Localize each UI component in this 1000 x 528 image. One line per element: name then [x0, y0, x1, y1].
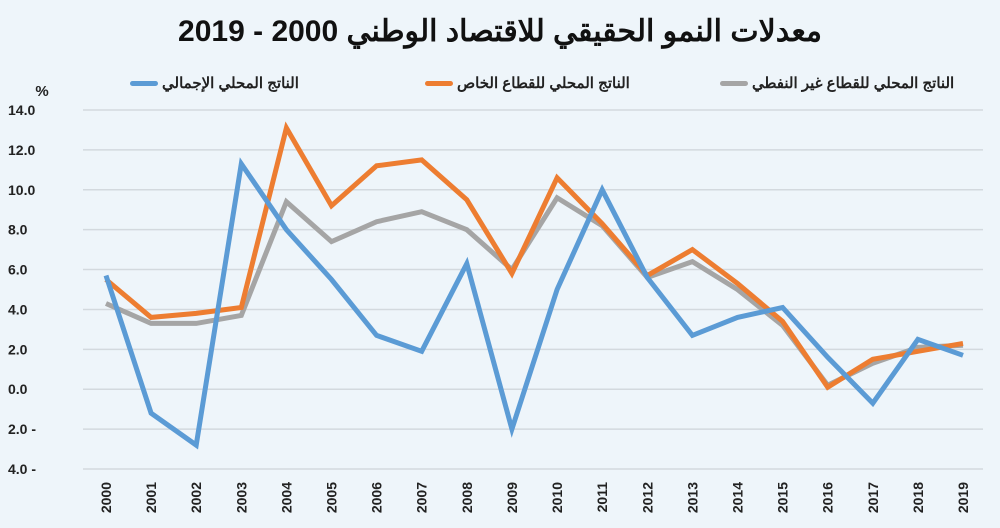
legend-swatch — [720, 80, 748, 86]
y-tick-label: 6.0 — [8, 262, 28, 278]
x-tick-label: 2001 — [143, 482, 159, 513]
x-tick-label: 2006 — [369, 482, 385, 513]
y-tick-label: 0.0 — [8, 381, 28, 397]
series-line-1 — [104, 121, 964, 391]
x-tick-label: 2007 — [414, 482, 430, 513]
chart-title: معدلات النمو الحقيقي للاقتصاد الوطني 200… — [178, 15, 822, 48]
x-tick-label: 2009 — [504, 482, 520, 513]
y-tick-label: 2.0 — [8, 341, 28, 357]
y-tick-label: 12.0 — [8, 142, 35, 158]
x-tick-label: 2011 — [594, 482, 610, 513]
legend-label: الناتج المحلي الإجمالي — [162, 75, 299, 92]
x-tick-label: 2017 — [865, 482, 881, 513]
x-tick-label: 2008 — [459, 482, 475, 513]
legend-swatch — [425, 80, 453, 86]
y-tick-label: 2.0 - — [8, 421, 36, 437]
y-tick-label: 8.0 — [8, 222, 28, 238]
x-tick-label: 2012 — [639, 482, 655, 513]
x-tick-label: 2015 — [775, 482, 791, 513]
x-tick-label: 2003 — [233, 482, 249, 513]
legend-label: الناتج المحلي للقطاع غير النفطي — [752, 75, 955, 92]
y-tick-label: 4.0 - — [8, 461, 36, 477]
x-tick-label: 2019 — [955, 482, 971, 513]
x-tick-label: 2018 — [910, 482, 926, 513]
legend-item-private: الناتج المحلي للقطاع الخاص — [425, 74, 630, 92]
x-tick-label: 2002 — [188, 482, 204, 513]
y-tick-label: 10.0 — [8, 182, 35, 198]
y-tick-label: 14.0 — [8, 102, 35, 118]
x-tick-label: 2004 — [278, 482, 294, 513]
y-axis-label: % — [35, 83, 48, 100]
legend-item-gdp: الناتج المحلي الإجمالي — [130, 74, 299, 92]
x-tick-label: 2010 — [549, 482, 565, 513]
x-tick-label: 2013 — [684, 482, 700, 513]
x-tick-label: 2005 — [324, 482, 340, 513]
x-tick-label: 2000 — [98, 482, 114, 513]
y-tick-label: 4.0 — [8, 301, 28, 317]
x-tick-label: 2014 — [729, 482, 745, 513]
legend-item-nonoil: الناتج المحلي للقطاع غير النفطي — [720, 74, 954, 92]
legend-label: الناتج المحلي للقطاع الخاص — [457, 75, 630, 92]
x-tick-label: 2016 — [820, 482, 836, 513]
series-line-0 — [103, 157, 964, 450]
legend-swatch — [130, 80, 158, 86]
